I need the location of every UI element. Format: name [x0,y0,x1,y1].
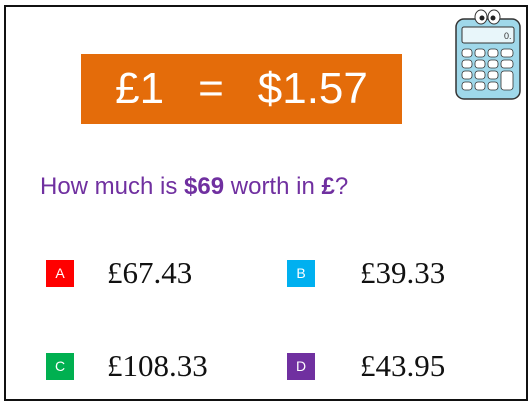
slide: £1 = $1.57 0. How much is $69 worth in £… [4,5,528,401]
question-text: How much is [40,173,184,200]
rate-right: $1.57 [258,64,368,114]
option[interactable]: D £43.95 [287,348,445,384]
question: How much is $69 worth in £? [40,173,348,201]
rate-left: £1 [115,64,164,114]
option-letter: A [46,260,74,287]
option-answer: £108.33 [107,348,208,384]
calculator-icon: 0. [454,9,524,101]
exchange-rate-banner: £1 = $1.57 [81,54,402,124]
option[interactable]: A £67.43 [46,255,192,291]
option-answer: £67.43 [107,255,192,291]
question-text: worth in [224,173,321,200]
page: {"banner": {"left": "£1", "equals": "=",… [0,0,532,404]
rate-equals: = [198,64,224,114]
svg-text:0.: 0. [504,31,512,41]
question-amount: $69 [184,173,224,200]
question-text: ? [335,173,348,200]
option-letter: D [287,353,315,380]
question-currency: £ [321,173,334,200]
option-letter: C [46,353,74,380]
option-letter: B [287,260,315,287]
option[interactable]: B £39.33 [287,255,445,291]
option-answer: £43.95 [360,348,445,384]
option-answer: £39.33 [360,255,445,291]
option[interactable]: C £108.33 [46,348,208,384]
